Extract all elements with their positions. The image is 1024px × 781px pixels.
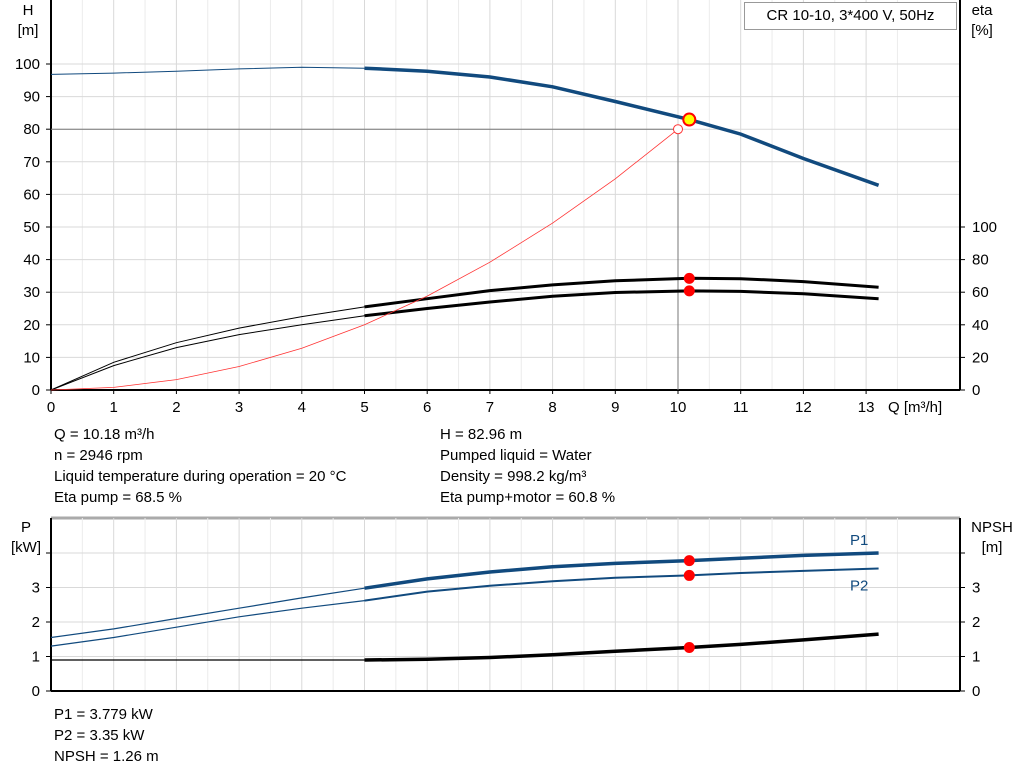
series-label-P2: P2: [850, 578, 868, 595]
y-tick-label: 10: [23, 349, 40, 366]
series-eta_pump-extrapolated: [50, 306, 365, 391]
duty-point: [682, 112, 697, 127]
series-eta_pump: [364, 276, 879, 309]
x-tick-label: 5: [360, 399, 368, 416]
series-system: [50, 128, 679, 391]
system-point: [673, 124, 683, 135]
series-label-P1: P1: [850, 532, 868, 549]
x-tick-label: 10: [670, 399, 687, 416]
series-NPSH: [364, 632, 879, 662]
y2-tick-label: 100: [972, 219, 997, 236]
y2-tick-label: 0: [972, 683, 980, 700]
y2-tick-label: 3: [972, 580, 980, 597]
info-temperature: Liquid temperature during operation = 20…: [54, 468, 347, 485]
series-H: [364, 66, 880, 187]
y2-tick-label: 40: [972, 317, 989, 334]
y2-axis-label: NPSH: [971, 519, 1013, 536]
info-p2: P2 = 3.35 kW: [54, 727, 145, 744]
chart-title: CR 10-10, 3*400 V, 50Hz: [744, 2, 957, 30]
y2-tick-label: 20: [972, 349, 989, 366]
y-tick-label: 0: [32, 382, 40, 399]
y-tick-label: 100: [15, 56, 40, 73]
x-tick-label: 8: [548, 399, 556, 416]
y2-tick-label: 2: [972, 614, 980, 631]
y2-axis-label: eta: [972, 2, 994, 19]
y-tick-label: 1: [32, 649, 40, 666]
y2-axis-unit: [m]: [982, 539, 1003, 556]
y-tick-label: 0: [32, 683, 40, 700]
x-tick-label: 1: [110, 399, 118, 416]
info-eta-pump-motor: Eta pump+motor = 60.8 %: [440, 489, 616, 506]
info-eta-pump: Eta pump = 68.5 %: [54, 489, 182, 506]
info-p1: P1 = 3.779 kW: [54, 706, 153, 723]
y-axis-unit: [m]: [18, 22, 39, 39]
series-eta_pump_motor-extrapolated: [50, 315, 365, 391]
p2-point: [683, 569, 695, 581]
x-tick-label: 0: [47, 399, 55, 416]
x-tick-label: 6: [423, 399, 431, 416]
series-P2-extrapolated: [50, 600, 365, 647]
info-npsh: NPSH = 1.26 m: [54, 748, 159, 765]
info-head: H = 82.96 m: [440, 426, 523, 443]
x-tick-label: 4: [298, 399, 306, 416]
npsh-point: [683, 642, 695, 654]
y-tick-label: 90: [23, 89, 40, 106]
eta-pump-point: [683, 272, 695, 284]
y2-tick-label: 1: [972, 649, 980, 666]
x-tick-label: 12: [795, 399, 812, 416]
info-top-left: Q = 10.18 m³/h n = 2946 rpm Liquid tempe…: [54, 424, 346, 508]
info-bottom: P1 = 3.779 kW P2 = 3.35 kW NPSH = 1.26 m: [54, 704, 159, 767]
x-tick-label: 3: [235, 399, 243, 416]
x-tick-label: 7: [486, 399, 494, 416]
info-top-right: H = 82.96 m Pumped liquid = Water Densit…: [440, 424, 615, 508]
y-axis-unit: [kW]: [11, 539, 41, 556]
x-tick-label: 13: [858, 399, 875, 416]
y-tick-label: 50: [23, 219, 40, 236]
series-P1: [364, 551, 879, 590]
info-flow: Q = 10.18 m³/h: [54, 426, 155, 443]
info-speed: n = 2946 rpm: [54, 447, 143, 464]
y-axis-label: P: [21, 519, 31, 536]
series-eta_pump_motor: [364, 289, 879, 318]
y-tick-label: 3: [32, 580, 40, 597]
info-density: Density = 998.2 kg/m³: [440, 468, 587, 485]
y-tick-label: 40: [23, 252, 40, 269]
y2-tick-label: 0: [972, 382, 980, 399]
eta-pump-motor-point: [683, 285, 695, 297]
y-axis-label: H: [23, 2, 34, 19]
y-tick-label: 80: [23, 121, 40, 138]
y-tick-label: 30: [23, 284, 40, 301]
info-liquid: Pumped liquid = Water: [440, 447, 592, 464]
y-tick-label: 70: [23, 154, 40, 171]
y2-tick-label: 60: [972, 284, 989, 301]
series-P2: [364, 567, 879, 602]
x-tick-label: 2: [172, 399, 180, 416]
y-tick-label: 2: [32, 614, 40, 631]
y-tick-label: 60: [23, 186, 40, 203]
series-H-extrapolated: [50, 66, 365, 75]
y2-tick-label: 80: [972, 252, 989, 269]
series-P1-extrapolated: [50, 587, 365, 639]
x-tick-label: 9: [611, 399, 619, 416]
x-tick-label: 11: [733, 399, 749, 416]
p1-point: [683, 555, 695, 567]
x-axis-label: Q [m³/h]: [888, 399, 942, 416]
y2-axis-unit: [%]: [971, 22, 993, 39]
y-tick-label: 20: [23, 317, 40, 334]
